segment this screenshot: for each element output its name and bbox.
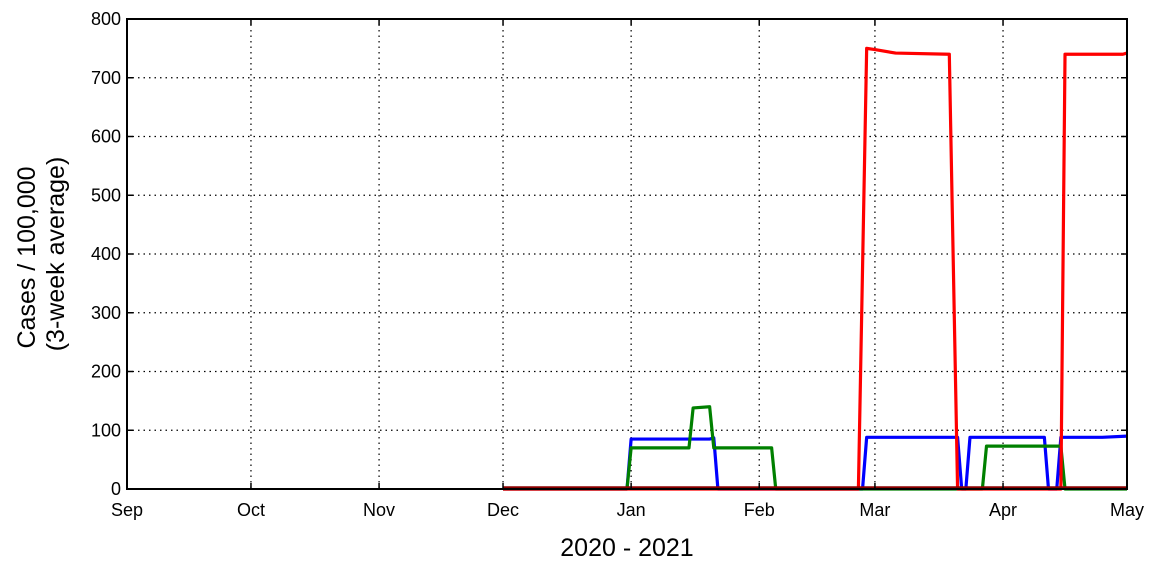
x-tick-label: Jan (617, 500, 646, 520)
x-tick-label: Mar (859, 500, 890, 520)
grid (127, 19, 1127, 489)
y-tick-label: 0 (111, 479, 121, 499)
series-line-1 (503, 434, 1128, 491)
series-line-3 (503, 46, 1128, 491)
y-tick-label: 800 (91, 9, 121, 29)
y-tick-label: 100 (91, 420, 121, 440)
y-tick-label: 500 (91, 185, 121, 205)
y-tick-label: 200 (91, 362, 121, 382)
series-line-2 (503, 405, 1127, 491)
y-axis-label-line-2: (3-week average) (42, 157, 70, 352)
y-tick-label: 400 (91, 244, 121, 264)
y-tick-label: 300 (91, 303, 121, 323)
y-tick-label: 700 (91, 68, 121, 88)
x-axis-label: 2020 - 2021 (560, 534, 693, 562)
x-tick-label: Nov (363, 500, 395, 520)
x-tick-label: Dec (487, 500, 519, 520)
y-axis-label-line-1: Cases / 100,000 (13, 166, 41, 348)
x-tick-label: Feb (744, 500, 775, 520)
x-tick-label: Apr (989, 500, 1017, 520)
x-tick-label: May (1110, 500, 1144, 520)
axis-ticks: Sep Oct Nov Dec Jan Feb Mar Apr May 0 100 200 300 400… (91, 9, 1144, 520)
y-tick-label: 600 (91, 127, 121, 147)
series-lines (503, 46, 1128, 491)
x-tick-label: Sep (111, 500, 143, 520)
y-axis-label: Cases / 100,000 (3-week average) (13, 157, 70, 352)
x-tick-label: Oct (237, 500, 265, 520)
